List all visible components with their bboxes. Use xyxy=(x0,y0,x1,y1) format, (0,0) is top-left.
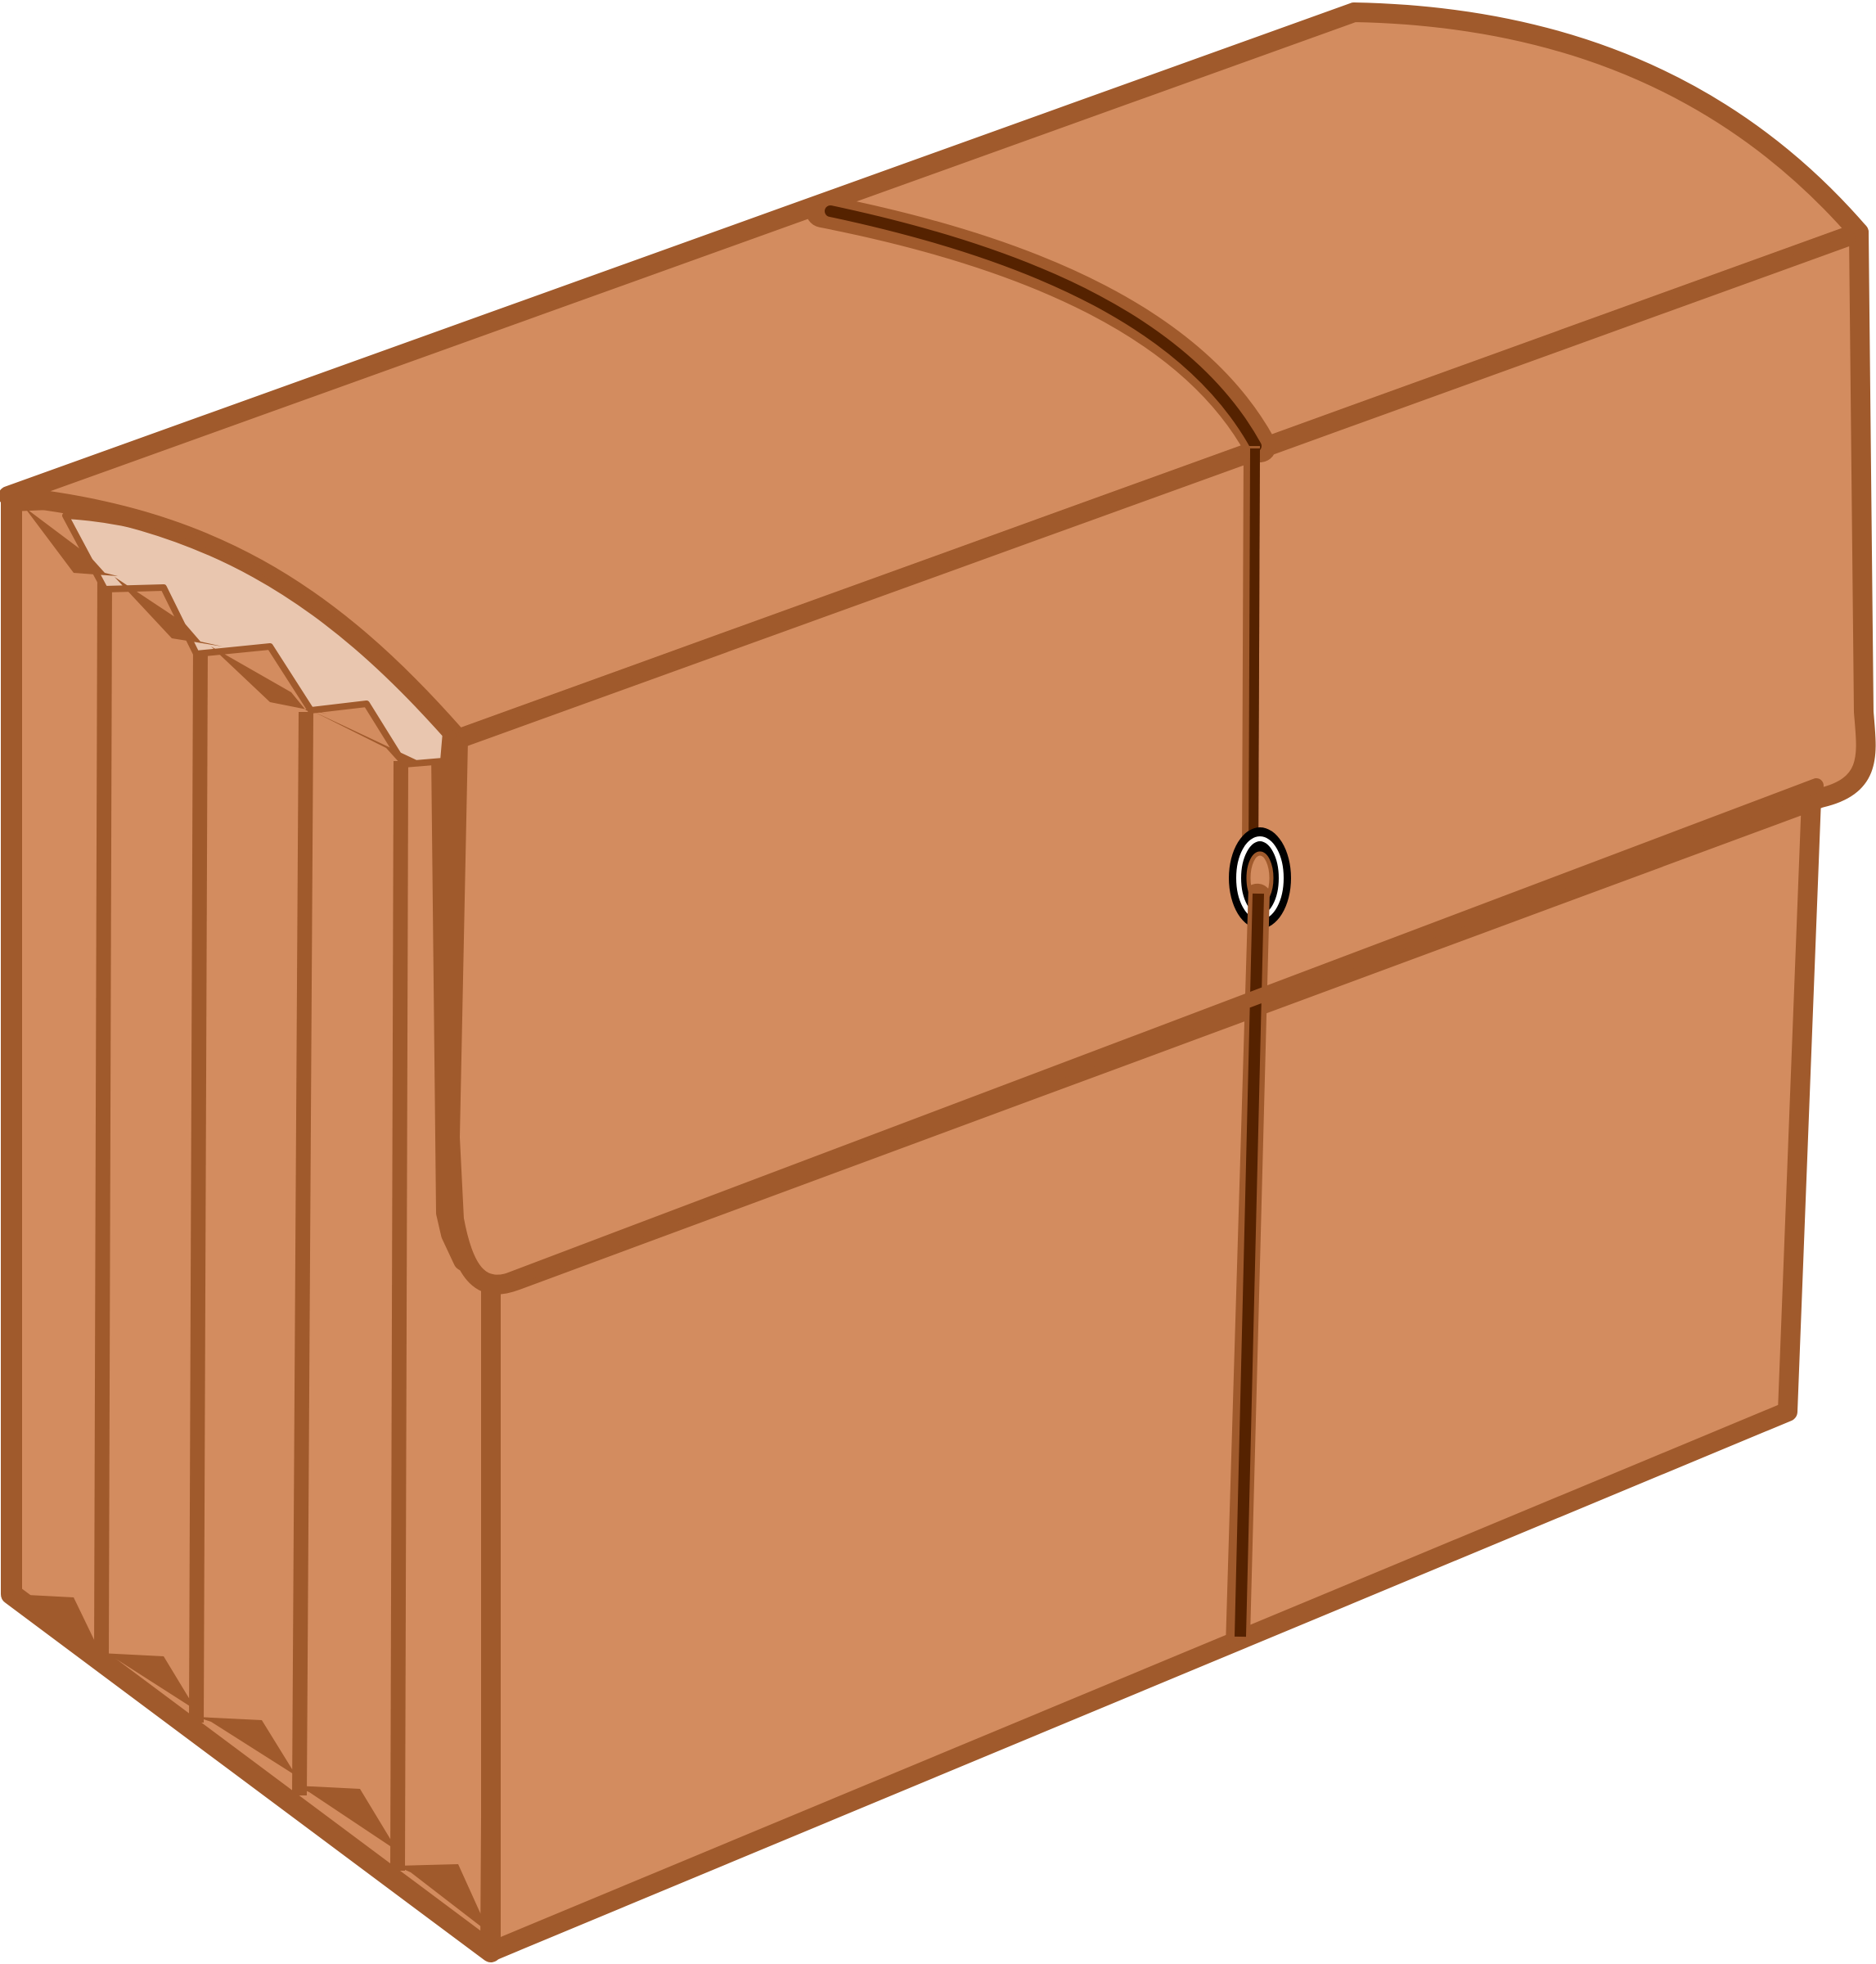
flap-crease xyxy=(458,233,1857,741)
cord-top-core xyxy=(825,205,1262,452)
pleat-notch xyxy=(115,577,223,646)
cord-lower-core xyxy=(1235,893,1264,1637)
flap-bottom-edge xyxy=(500,778,1824,1288)
gusset-side xyxy=(1,472,506,1962)
pleat-line xyxy=(292,711,313,1796)
pleat-notch xyxy=(311,710,425,764)
pleat-shadow xyxy=(11,1594,97,1645)
flap-edge-curve xyxy=(16,496,458,741)
pleat-shadow xyxy=(100,1653,196,1710)
elastic-cord xyxy=(806,195,1276,876)
flap-front-face xyxy=(440,223,1876,1295)
pleat-shadow xyxy=(295,1786,398,1851)
pleat-line xyxy=(94,570,112,1655)
pleat-shadow xyxy=(196,1717,296,1776)
pleat-notch xyxy=(25,507,118,576)
pleat-line xyxy=(189,641,208,1723)
pleat-shadow xyxy=(396,1864,489,1933)
top-flap xyxy=(0,2,1876,1295)
pleat-notch xyxy=(211,646,327,714)
cord-front-core xyxy=(1248,448,1260,867)
pleat-line xyxy=(390,760,408,1872)
